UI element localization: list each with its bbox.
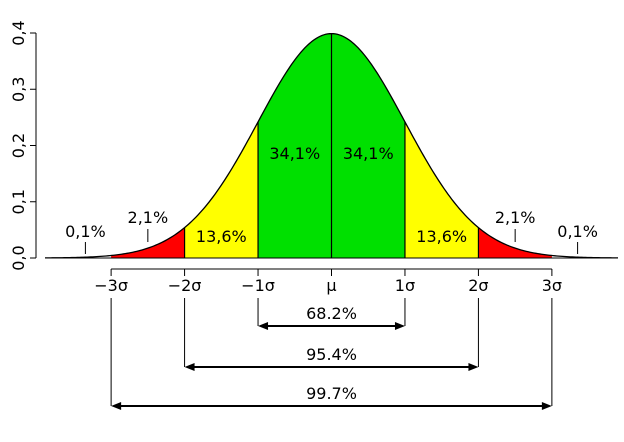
tail-label: 0,1% [557, 222, 598, 241]
region-label: 34,1% [343, 144, 394, 163]
x-tick-label: −3σ [94, 276, 128, 295]
region-label: 13,6% [416, 227, 467, 246]
y-tick-label: 0,0 [9, 245, 28, 270]
arrow-head-left [111, 402, 122, 410]
y-tick-label: 0,3 [9, 77, 28, 102]
interval-label: 95.4% [306, 345, 357, 364]
density-curve [44, 32, 619, 259]
arrow-head-right [541, 402, 552, 410]
tail-label: 0,1% [65, 222, 106, 241]
region-5 [478, 227, 552, 258]
y-tick-label: 0,2 [9, 133, 28, 158]
arrow-head-left [258, 322, 269, 330]
y-tick-label: 0,4 [9, 20, 28, 45]
x-tick-label: 1σ [395, 276, 415, 295]
region-label: 2,1% [495, 208, 536, 227]
x-tick-label: μ [326, 276, 336, 295]
arrow-head-left [184, 363, 195, 371]
region-label: 34,1% [269, 144, 320, 163]
x-tick-label: −1σ [241, 276, 275, 295]
region-label: 13,6% [196, 227, 247, 246]
x-tick-label: −2σ [168, 276, 202, 295]
region-4 [111, 227, 185, 258]
arrow-head-right [468, 363, 479, 371]
interval-label: 99.7% [306, 384, 357, 403]
x-tick-label: 3σ [542, 276, 562, 295]
interval-label: 68.2% [306, 304, 357, 323]
arrow-head-right [394, 322, 405, 330]
y-tick-label: 0,1 [9, 189, 28, 214]
x-tick-label: 2σ [468, 276, 488, 295]
region-label: 2,1% [128, 208, 169, 227]
